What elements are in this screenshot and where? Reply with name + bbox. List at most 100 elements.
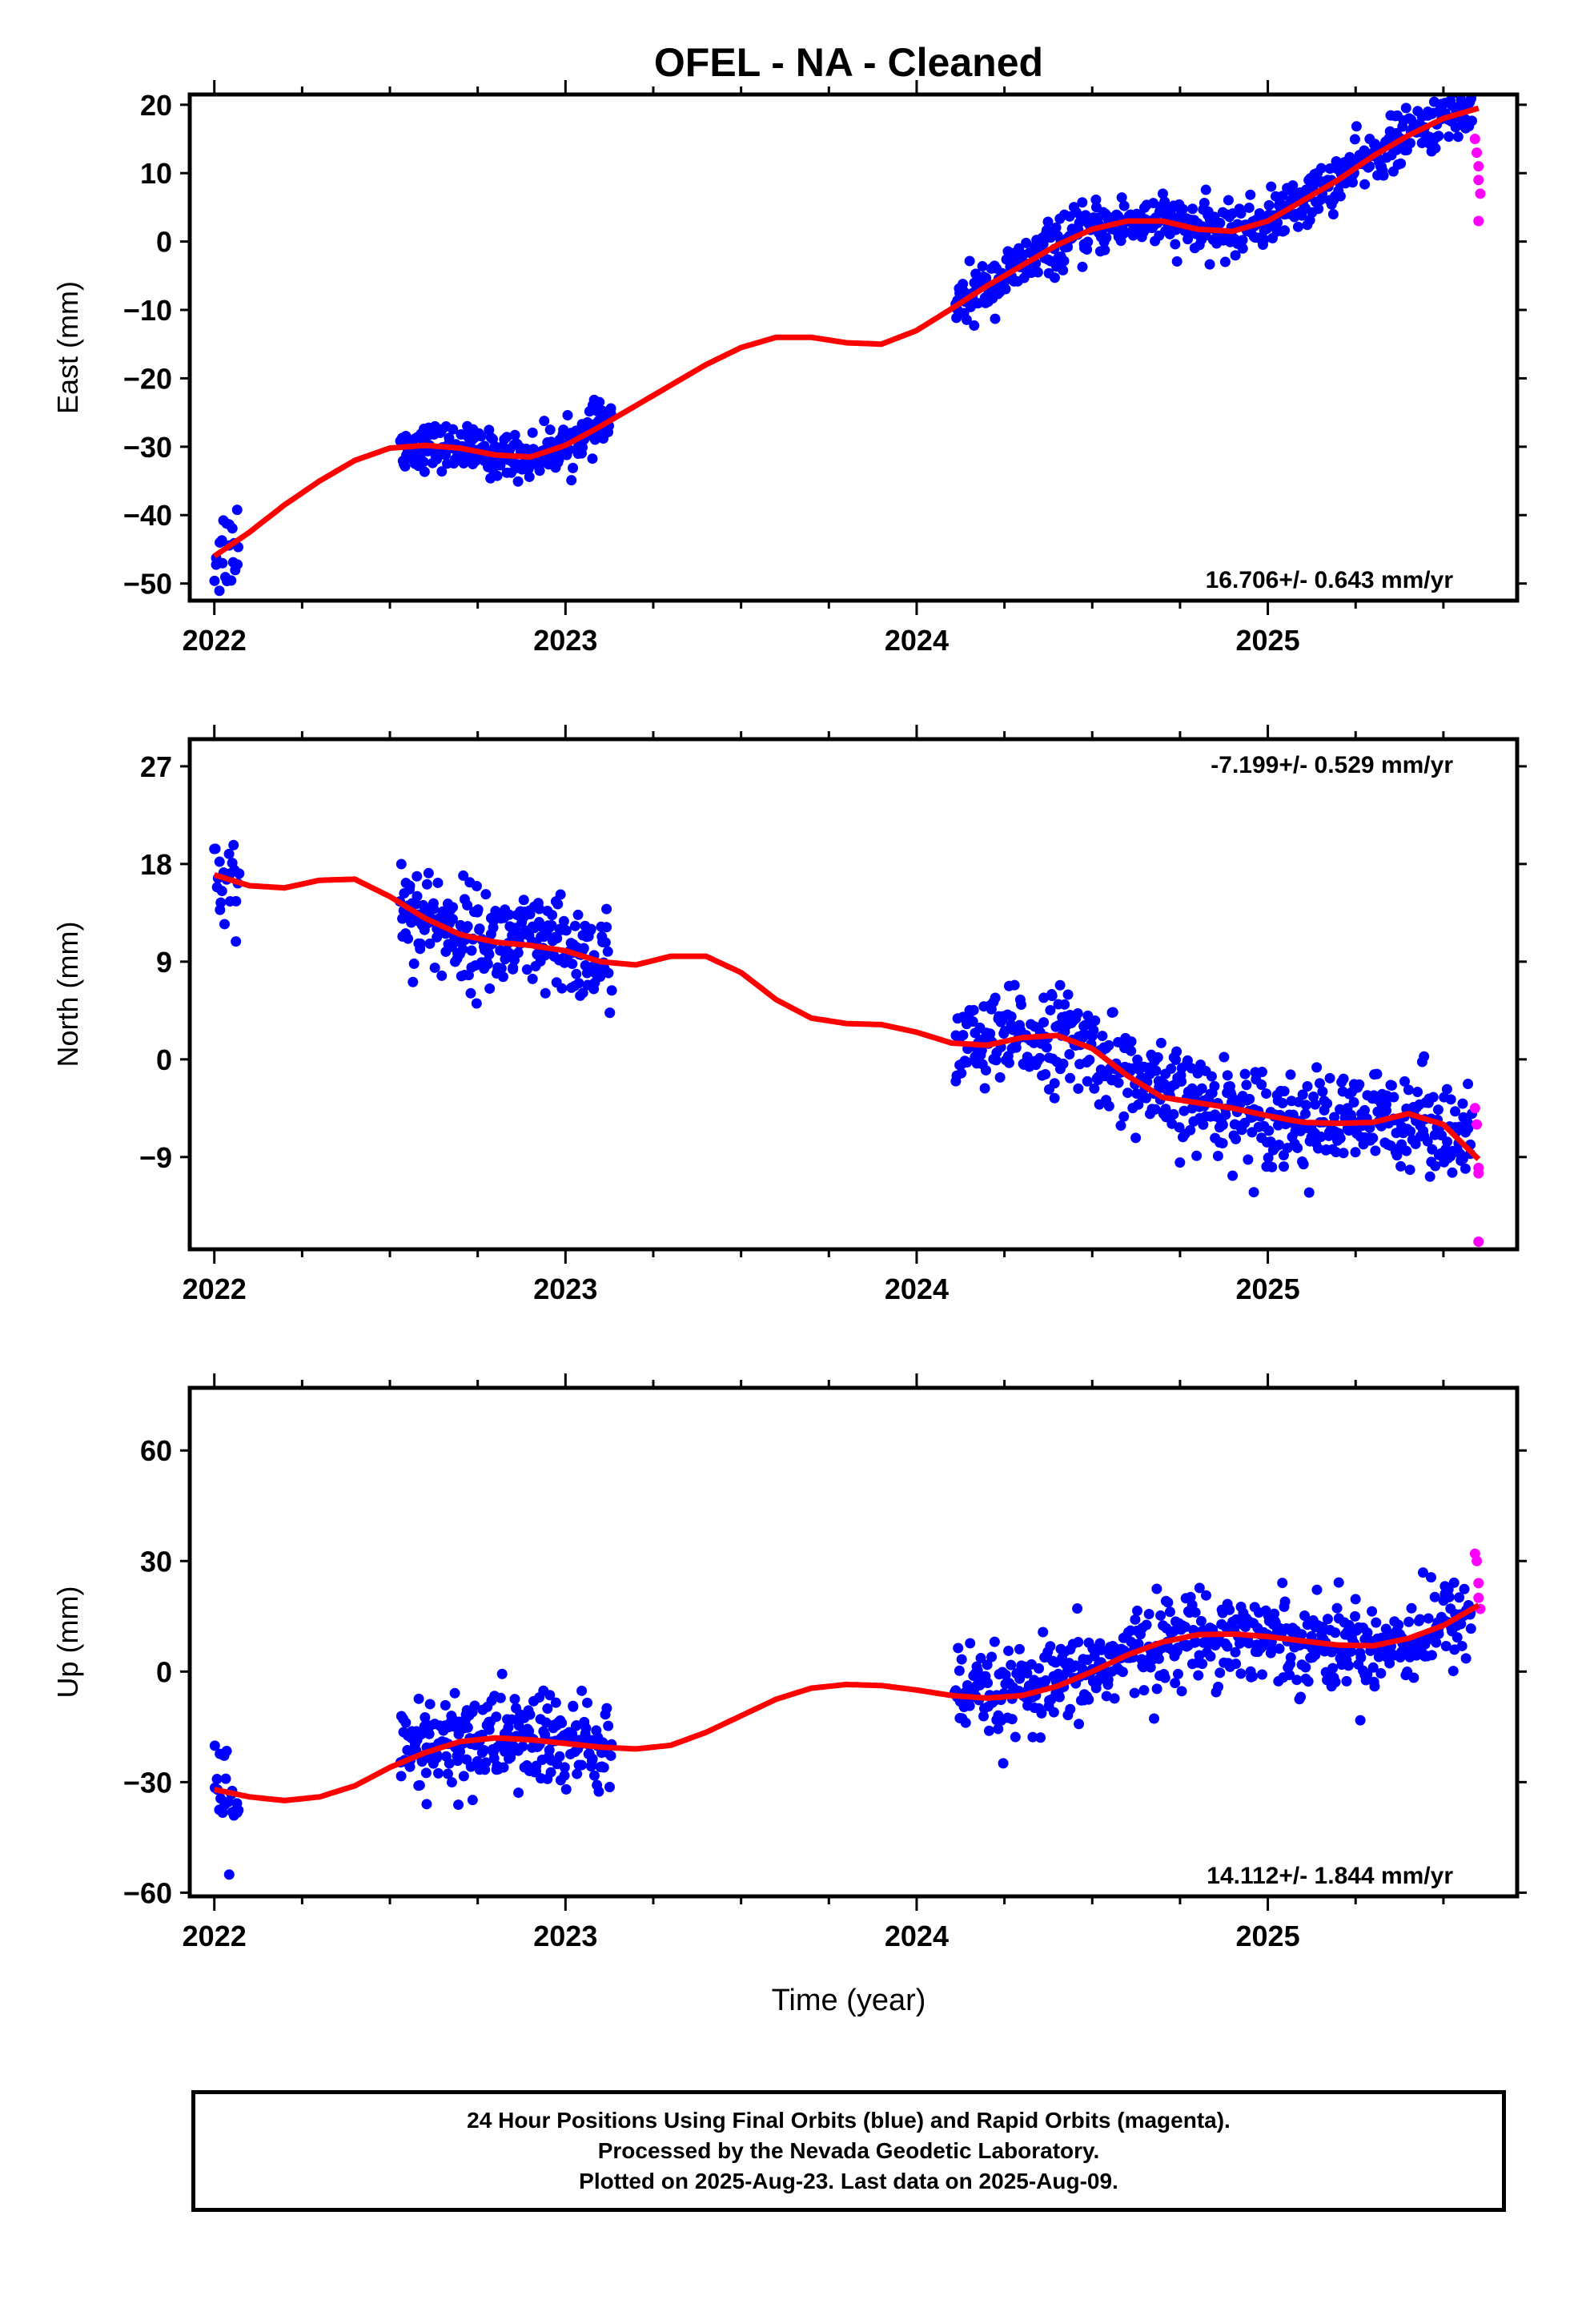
final-point	[482, 959, 493, 970]
final-point	[1466, 94, 1477, 104]
final-point	[1082, 236, 1094, 247]
final-point	[414, 1779, 425, 1791]
final-point	[1263, 1125, 1275, 1136]
final-point	[576, 1759, 587, 1771]
final-point	[956, 1654, 967, 1665]
final-point	[413, 1693, 424, 1704]
final-point	[1009, 979, 1020, 991]
final-point	[504, 909, 515, 920]
final-point	[1299, 1610, 1311, 1622]
y-axis-label: East (mm)	[51, 281, 84, 414]
x-tick-label: 2023	[533, 1920, 597, 1952]
x-tick-label: 2025	[1236, 1273, 1300, 1305]
final-point	[1015, 999, 1026, 1011]
final-point	[1222, 1641, 1233, 1652]
rapid-point	[1473, 1168, 1484, 1179]
final-point	[552, 933, 563, 944]
final-point	[1381, 1099, 1392, 1110]
final-point	[1038, 238, 1049, 249]
final-point	[1400, 103, 1411, 114]
final-point	[1348, 1097, 1359, 1108]
final-point	[1424, 1171, 1435, 1182]
final-point	[1185, 1124, 1196, 1136]
final-point	[958, 1030, 969, 1041]
final-point	[539, 416, 550, 427]
final-point	[1160, 1104, 1171, 1115]
final-point	[1433, 131, 1444, 142]
final-point	[1096, 1644, 1107, 1655]
final-point	[1263, 199, 1275, 211]
final-point	[1457, 1098, 1468, 1109]
final-point	[1155, 1037, 1166, 1048]
final-point	[1244, 1093, 1255, 1104]
final-point	[1367, 1606, 1378, 1617]
final-point	[1049, 272, 1060, 283]
final-point	[1456, 1618, 1467, 1630]
final-point	[233, 1804, 244, 1815]
final-point	[982, 1677, 994, 1688]
final-point	[1032, 267, 1043, 278]
final-point	[975, 1653, 986, 1664]
final-point	[1431, 1637, 1442, 1648]
final-point	[400, 1717, 412, 1728]
final-point	[1355, 1715, 1366, 1726]
final-point	[1441, 1084, 1452, 1095]
final-point	[985, 1028, 996, 1039]
final-point	[506, 1714, 517, 1725]
final-point	[1062, 989, 1074, 1000]
final-point	[1351, 121, 1362, 132]
final-point	[545, 1767, 556, 1778]
final-point	[1345, 1646, 1356, 1657]
final-point	[517, 1741, 528, 1752]
final-point	[555, 889, 566, 900]
final-point	[1410, 1139, 1421, 1150]
final-point	[1404, 1164, 1415, 1176]
final-point	[1151, 1583, 1162, 1594]
final-point	[491, 1711, 502, 1723]
y-tick-label: 60	[140, 1434, 172, 1467]
final-point	[1371, 1068, 1383, 1080]
final-point	[1152, 1051, 1163, 1063]
final-point	[1227, 1170, 1239, 1181]
final-point	[1027, 1731, 1038, 1743]
final-point	[1113, 1077, 1124, 1088]
final-point	[571, 1719, 582, 1731]
final-point	[962, 1057, 973, 1068]
panel-1: −50 −40 −30 −20 −10 0 10 20 2022 2023 2024 2025 East…	[51, 80, 1527, 657]
final-point	[559, 1770, 570, 1781]
final-point	[568, 462, 579, 473]
final-point	[1040, 1675, 1051, 1686]
final-point	[556, 1717, 568, 1728]
final-point	[1285, 1652, 1296, 1663]
final-point	[1155, 1610, 1166, 1621]
y-tick-label: −60	[123, 1876, 172, 1909]
final-point	[552, 899, 564, 910]
final-point	[1126, 1036, 1137, 1047]
final-point	[1118, 1111, 1130, 1122]
final-point	[231, 505, 243, 516]
final-point	[1213, 1681, 1224, 1692]
final-point	[578, 943, 589, 954]
footer-box: 24 Hour Positions Using Final Orbits (bl…	[191, 2090, 1506, 2212]
final-point	[1088, 1024, 1099, 1035]
final-point	[1168, 1108, 1179, 1120]
final-point	[990, 313, 1001, 324]
final-point	[1338, 1073, 1349, 1084]
final-point	[1073, 1637, 1084, 1648]
final-point	[534, 903, 545, 915]
final-point	[1224, 1604, 1235, 1615]
final-point	[546, 919, 557, 931]
final-point	[1083, 1694, 1094, 1705]
y-tick-label: −10	[123, 294, 172, 327]
final-point	[568, 1701, 579, 1712]
rapid-point	[1472, 1119, 1483, 1130]
final-point	[1141, 1619, 1152, 1630]
final-point	[1151, 1683, 1162, 1695]
final-point	[1099, 244, 1110, 255]
final-point	[458, 870, 469, 881]
rapid-point	[1473, 215, 1484, 227]
final-point	[1303, 1187, 1315, 1198]
final-point	[462, 921, 473, 932]
final-point	[1423, 1613, 1434, 1624]
final-point	[509, 1694, 520, 1705]
